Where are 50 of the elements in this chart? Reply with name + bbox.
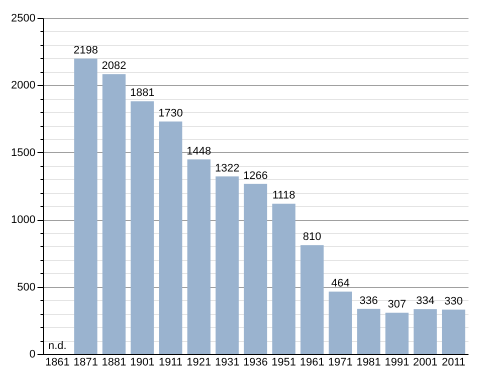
y-tick-label: 0 [29, 348, 36, 360]
y-tick-label: 500 [17, 281, 36, 294]
text: n.d. [48, 340, 67, 352]
x-tick-label: 1951 [272, 356, 296, 368]
data-label: 334 [416, 295, 434, 308]
bar [328, 292, 352, 354]
x-tick-label: 1871 [73, 356, 98, 368]
data-label: 336 [360, 294, 378, 307]
data-label: 1118 [272, 190, 296, 202]
bar [159, 121, 182, 354]
x-tick-label: 1961 [300, 356, 324, 368]
bar [216, 176, 239, 354]
bar [102, 74, 126, 354]
data-label: 2198 [73, 44, 98, 57]
data-label: 1881 [130, 87, 155, 100]
data-label: 810 [302, 231, 322, 244]
x-tick-label: 1861 [45, 356, 70, 368]
bar [357, 308, 380, 354]
y-tick-label: 1000 [11, 214, 36, 226]
x-tick-label: 1921 [186, 356, 212, 368]
data-label: 464 [331, 278, 350, 290]
x-tick-label: 1991 [384, 356, 410, 368]
data-label: 307 [388, 298, 406, 311]
data-label: 1266 [243, 170, 268, 182]
bar [130, 101, 154, 354]
bar [244, 184, 268, 354]
data-label: 1322 [214, 162, 240, 174]
bar [74, 58, 98, 354]
x-tick-label: 1901 [130, 356, 155, 368]
bar [385, 312, 409, 354]
x-tick-label: 2011 [442, 356, 466, 368]
bar [272, 204, 296, 354]
x-tick-label: 1911 [158, 356, 182, 368]
x-tick-label: 1981 [356, 356, 381, 368]
bar [300, 245, 324, 354]
data-label: 2082 [102, 60, 126, 72]
x-tick-label: 1881 [102, 356, 126, 368]
bar [442, 310, 466, 354]
x-tick-label: 1936 [243, 356, 268, 368]
data-label: 330 [444, 296, 463, 308]
bar [414, 309, 437, 354]
x-tick-label: 1971 [328, 356, 353, 368]
data-label: 1448 [186, 145, 212, 158]
y-tick-label: 2500 [11, 12, 36, 24]
x-tick-label: 2001 [413, 356, 438, 368]
y-tick-label: 2000 [11, 80, 36, 92]
x-tick-label: 1931 [214, 356, 240, 368]
y-tick-label: 1500 [11, 146, 36, 159]
data-label: 1730 [158, 107, 183, 120]
bar [187, 159, 211, 354]
